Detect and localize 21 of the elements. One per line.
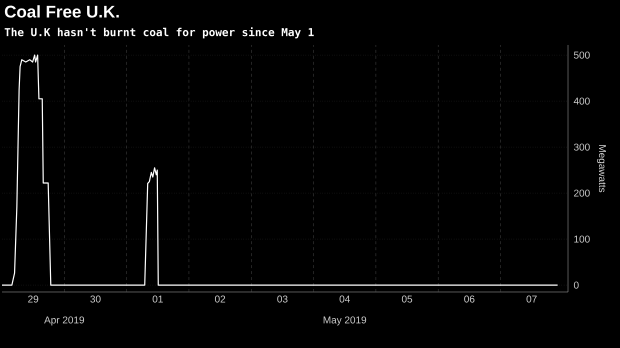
y-tick-label: 200	[574, 190, 590, 197]
x-tick-label: 30	[90, 296, 101, 303]
x-tick-label: 06	[464, 296, 474, 303]
x-tick-label: 05	[402, 296, 412, 303]
chart-title: Coal Free U.K.	[4, 5, 119, 18]
y-tick-label: 0	[574, 282, 579, 289]
y-tick-label: 400	[574, 98, 590, 105]
text: May 2019	[324, 316, 366, 326]
x-tick-label: 03	[277, 296, 288, 303]
y-tick-label: 300	[574, 144, 590, 151]
y-tick-label: 500	[574, 52, 590, 59]
x-tick-label: 01	[152, 296, 163, 303]
line-series	[1, 54, 558, 286]
text: Apr 2019	[44, 316, 84, 326]
x-tick-label: 07	[526, 296, 537, 303]
y-tick-label: 100	[574, 236, 590, 243]
x-tick-label: 29	[28, 296, 38, 303]
x-tick-label: 02	[214, 296, 226, 303]
x-tick-label: 04	[340, 296, 350, 303]
y-axis-title: Megawatts	[596, 145, 606, 192]
chart-subtitle: The U.K hasn't burnt coal for power since May 1	[4, 27, 314, 38]
